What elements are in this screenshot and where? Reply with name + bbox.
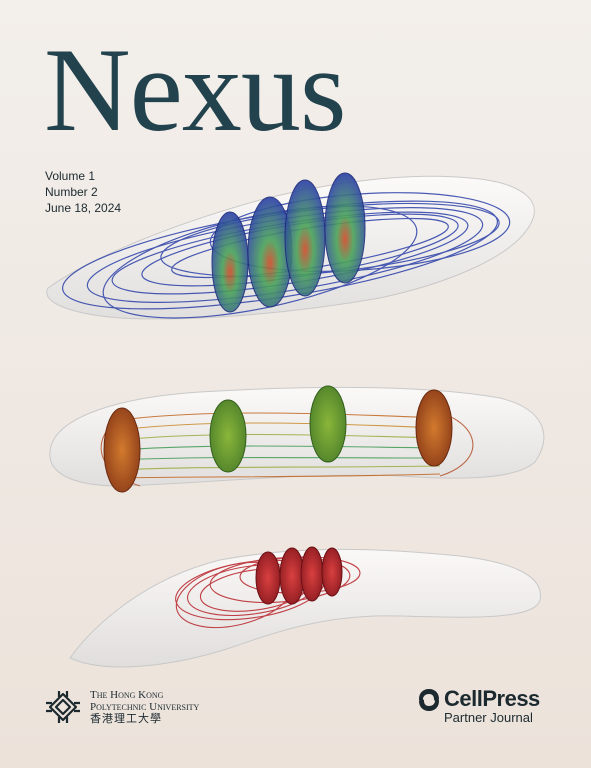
number-label: Number 2: [45, 185, 98, 199]
date-label: June 18, 2024: [45, 201, 122, 215]
polyu-name: The Hong Kong Polytechnic University 香港理…: [90, 689, 199, 725]
middle-vessel-model: [49, 385, 545, 493]
cover-illustration: [46, 172, 545, 668]
cellpress-name: CellPress: [444, 686, 540, 711]
top-vessel-model: [46, 172, 535, 320]
polyu-logo-block: The Hong Kong Polytechnic University 香港理…: [44, 688, 199, 726]
bottom-vessel-model: [69, 546, 541, 668]
polyu-line2: Polytechnic University: [90, 701, 200, 713]
cellpress-logo-icon: [419, 689, 439, 711]
cellpress-logo-block: CellPress Partner Journal: [418, 688, 540, 726]
polyu-chinese-name: 香港理工大學: [90, 713, 162, 725]
polyu-logo-icon: [46, 691, 80, 723]
polyu-line1: The Hong Kong: [90, 689, 164, 701]
volume-label: Volume 1: [45, 169, 96, 183]
issue-info: Volume 1 Number 2 June 18, 2024: [45, 168, 121, 216]
journal-title: Nexus: [44, 23, 347, 156]
partner-journal-label: Partner Journal: [444, 710, 533, 725]
